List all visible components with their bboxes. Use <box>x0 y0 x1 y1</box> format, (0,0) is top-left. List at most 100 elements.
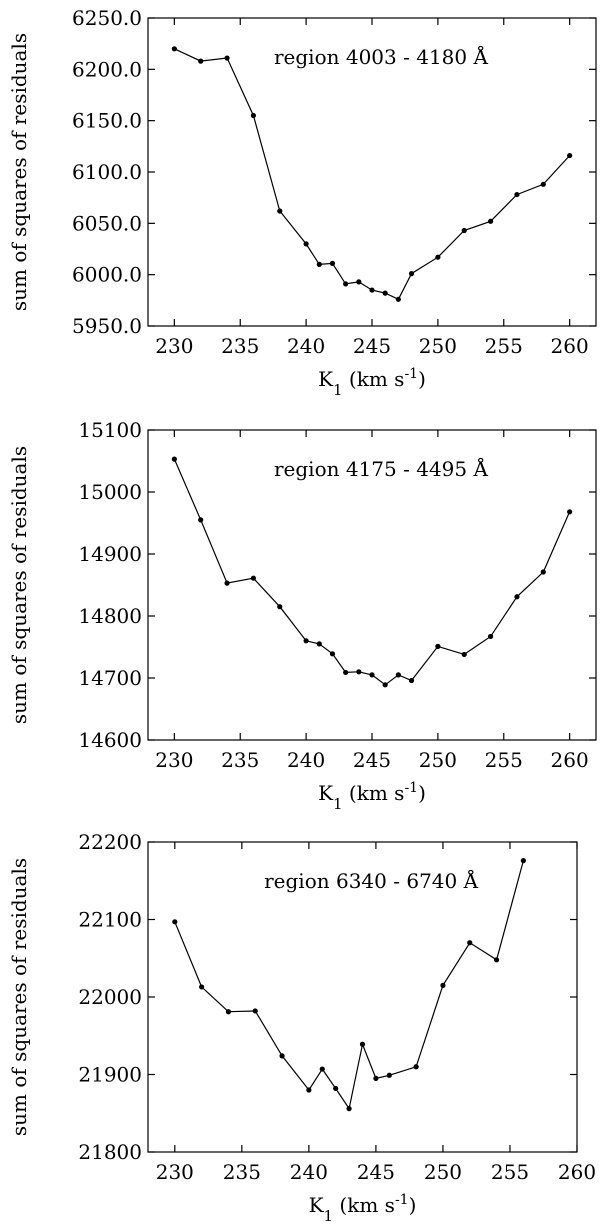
y-tick-label: 6000.0 <box>72 263 142 287</box>
data-point <box>514 594 520 600</box>
data-point <box>224 580 230 586</box>
data-point <box>319 1066 325 1072</box>
data-point <box>277 604 283 610</box>
y-tick-label: 22200 <box>78 830 142 854</box>
data-point <box>171 46 177 52</box>
data-point <box>567 152 573 159</box>
series-line <box>173 458 571 686</box>
y-axis-label: sum of squares of residuals <box>7 858 31 1136</box>
x-tick-label: 250 <box>419 334 457 358</box>
region-annotation: region 6340 - 6740 Å <box>264 868 479 893</box>
data-point <box>316 641 322 647</box>
data-point <box>359 1041 366 1047</box>
data-point <box>373 1075 379 1081</box>
x-tick-label: 260 <box>551 334 589 358</box>
data-point <box>316 261 322 267</box>
x-tick-label: 240 <box>287 748 325 772</box>
x-tick-label: 230 <box>155 748 193 772</box>
y-tick-label: 6100.0 <box>72 160 142 184</box>
data-point <box>435 643 441 649</box>
y-axis-label: sum of squares of residuals <box>7 33 31 311</box>
data-point <box>382 290 388 296</box>
y-tick-label: 6250.0 <box>72 6 142 30</box>
x-tick-label: 260 <box>551 748 589 772</box>
x-tick-label: 245 <box>353 748 391 772</box>
y-tick-label: 15100 <box>78 418 142 442</box>
x-tick-label: 230 <box>155 334 193 358</box>
data-point <box>435 254 441 260</box>
data-point <box>487 218 494 224</box>
series-line <box>174 48 571 301</box>
data-point <box>395 296 401 302</box>
data-point <box>440 982 446 988</box>
data-point <box>277 208 283 214</box>
x-tick-label: 235 <box>223 1160 261 1184</box>
x-tick-label: 240 <box>287 334 325 358</box>
data-point <box>540 569 546 575</box>
data-point <box>461 651 467 658</box>
region-annotation: region 4003 - 4180 Å <box>274 44 489 69</box>
data-point <box>172 919 178 925</box>
data-point <box>343 669 349 676</box>
data-point <box>171 456 177 462</box>
data-point <box>198 58 204 64</box>
data-point <box>467 940 473 946</box>
x-tick-label: 235 <box>221 334 259 358</box>
data-point <box>250 575 257 581</box>
x-tick-label: 245 <box>357 1160 395 1184</box>
x-axis-label: K1 (km s-1) <box>309 1192 417 1225</box>
chart-panel-3: 230 235 240 245 250 255 260 21800 21900 22000 2210… <box>7 830 596 1225</box>
data-point <box>514 191 520 198</box>
series-line <box>174 860 524 1111</box>
data-point <box>408 271 415 277</box>
data-point <box>356 279 362 285</box>
chart-panel-1: 230 235 240 245 250 255 260 5950.0 6000.0 6050.0 6… <box>7 6 597 399</box>
data-point <box>413 1064 419 1070</box>
data-point <box>395 672 401 678</box>
data-point <box>369 287 375 293</box>
data-point <box>382 682 388 688</box>
y-tick-label: 6050.0 <box>72 211 142 235</box>
y-tick-label: 22000 <box>78 985 142 1009</box>
data-point <box>408 677 415 684</box>
data-point <box>329 260 336 266</box>
data-point <box>224 55 230 61</box>
x-tick-label: 235 <box>221 748 259 772</box>
data-point <box>252 1008 258 1014</box>
y-tick-label: 14600 <box>78 728 142 752</box>
x-tick-label: 255 <box>485 748 523 772</box>
y-tick-label: 5950.0 <box>72 314 142 338</box>
x-tick-label: 240 <box>290 1160 328 1184</box>
y-tick-label: 14700 <box>78 666 142 690</box>
y-tick-label: 14900 <box>78 542 142 566</box>
x-tick-label: 260 <box>558 1160 596 1184</box>
data-point <box>303 241 309 247</box>
data-point <box>461 227 467 234</box>
chart-panel-2: 230 235 240 245 250 255 260 14600 14700 14800 1490… <box>7 418 597 813</box>
x-tick-label: 245 <box>353 334 391 358</box>
data-point <box>303 638 309 644</box>
y-tick-label: 15000 <box>78 480 142 504</box>
data-point <box>567 509 573 515</box>
region-annotation: region 4175 - 4495 Å <box>274 456 489 481</box>
data-point <box>279 1053 285 1059</box>
x-tick-label: 255 <box>485 334 523 358</box>
x-tick-label: 255 <box>491 1160 529 1184</box>
y-tick-label: 21900 <box>78 1063 142 1087</box>
y-tick-label: 6200.0 <box>72 57 142 81</box>
data-point <box>346 1106 352 1112</box>
y-tick-label: 14800 <box>78 604 142 628</box>
data-point <box>386 1072 392 1078</box>
y-tick-label: 21800 <box>78 1140 142 1164</box>
data-point <box>225 1009 232 1015</box>
data-point <box>356 669 362 675</box>
data-point <box>329 651 336 657</box>
data-point <box>369 672 375 678</box>
data-point <box>520 858 526 864</box>
data-point <box>250 112 257 119</box>
x-axis-label: K1 (km s-1) <box>318 780 426 813</box>
x-tick-label: 230 <box>156 1160 194 1184</box>
x-tick-label: 250 <box>419 748 457 772</box>
y-tick-label: 6150.0 <box>72 109 142 133</box>
data-point <box>343 281 349 287</box>
